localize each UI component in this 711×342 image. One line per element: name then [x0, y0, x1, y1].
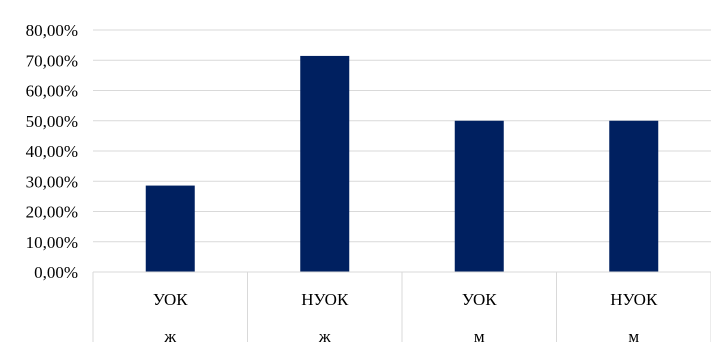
x-category-label: УОК — [153, 290, 188, 309]
x-category-label: УОК — [462, 290, 497, 309]
bar — [145, 185, 195, 272]
x-group-label: ж — [318, 327, 331, 342]
y-tick-label: 20,00% — [26, 203, 78, 222]
y-tick-label: 50,00% — [26, 112, 78, 131]
gridlines — [93, 29, 711, 243]
y-tick-label: 60,00% — [26, 82, 78, 101]
y-tick-label: 10,00% — [26, 233, 78, 252]
y-tick-label: 80,00% — [26, 21, 78, 40]
x-group-label: м — [474, 327, 485, 342]
x-group-label: м — [628, 327, 639, 342]
x-group-label: ж — [163, 327, 176, 342]
bars — [145, 55, 659, 272]
bar — [300, 55, 350, 272]
x-category-label: НУОК — [610, 290, 658, 309]
y-tick-label: 40,00% — [26, 142, 78, 161]
bar — [454, 120, 504, 272]
y-tick-label: 0,00% — [34, 263, 78, 282]
y-tick-label: 70,00% — [26, 51, 78, 70]
y-tick-label: 30,00% — [26, 172, 78, 191]
x-category-label: НУОК — [301, 290, 349, 309]
bar — [609, 120, 659, 272]
y-axis-tick-labels: 0,00% 10,00% 20,00% 30,00% 40,00% 50,00% 60,00… — [26, 21, 78, 282]
x-axis: УОК ж НУОК ж УОК м НУОК м — [92, 271, 711, 342]
